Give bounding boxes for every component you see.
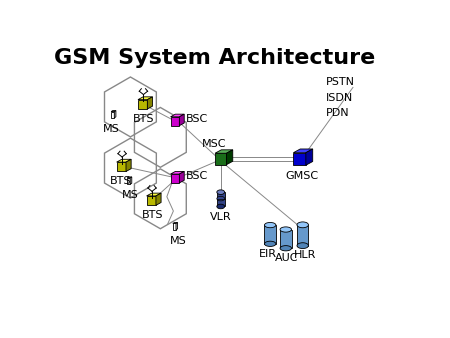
Ellipse shape bbox=[217, 196, 225, 201]
Polygon shape bbox=[306, 149, 313, 165]
Polygon shape bbox=[111, 112, 114, 118]
Ellipse shape bbox=[217, 190, 225, 194]
Polygon shape bbox=[147, 193, 161, 196]
Text: GMSC: GMSC bbox=[285, 171, 318, 182]
Polygon shape bbox=[226, 150, 233, 165]
Text: BSC: BSC bbox=[186, 171, 208, 182]
Ellipse shape bbox=[280, 246, 292, 251]
Polygon shape bbox=[114, 111, 116, 118]
Polygon shape bbox=[126, 159, 131, 171]
Text: GSM System Architecture: GSM System Architecture bbox=[54, 48, 376, 68]
Ellipse shape bbox=[297, 243, 308, 248]
Text: HLR: HLR bbox=[294, 250, 316, 260]
Polygon shape bbox=[147, 196, 156, 205]
Ellipse shape bbox=[217, 204, 225, 209]
Polygon shape bbox=[138, 97, 153, 100]
Polygon shape bbox=[176, 222, 178, 230]
Polygon shape bbox=[293, 153, 306, 165]
Polygon shape bbox=[217, 192, 225, 207]
Polygon shape bbox=[215, 150, 233, 153]
Text: MSC: MSC bbox=[202, 139, 226, 149]
Ellipse shape bbox=[297, 222, 308, 228]
Polygon shape bbox=[156, 193, 161, 205]
Polygon shape bbox=[171, 174, 180, 183]
Polygon shape bbox=[171, 114, 184, 117]
Text: BTS: BTS bbox=[142, 210, 163, 220]
Polygon shape bbox=[147, 97, 153, 109]
Polygon shape bbox=[215, 153, 226, 165]
Polygon shape bbox=[293, 149, 313, 153]
Text: PSTN: PSTN bbox=[326, 77, 355, 87]
Polygon shape bbox=[280, 230, 292, 248]
Polygon shape bbox=[297, 225, 308, 246]
Polygon shape bbox=[173, 222, 178, 223]
Polygon shape bbox=[171, 171, 184, 174]
Polygon shape bbox=[171, 117, 180, 126]
Ellipse shape bbox=[265, 241, 276, 246]
Polygon shape bbox=[127, 177, 132, 178]
Text: ISDN: ISDN bbox=[326, 93, 353, 103]
Text: BSC: BSC bbox=[186, 114, 208, 124]
Polygon shape bbox=[117, 162, 126, 171]
Text: VLR: VLR bbox=[210, 212, 232, 222]
Polygon shape bbox=[180, 114, 184, 126]
Polygon shape bbox=[130, 177, 132, 184]
Polygon shape bbox=[180, 171, 184, 183]
Text: MS: MS bbox=[122, 191, 138, 200]
Text: MS: MS bbox=[170, 236, 187, 246]
Polygon shape bbox=[117, 159, 131, 162]
Polygon shape bbox=[138, 100, 147, 109]
Polygon shape bbox=[111, 111, 116, 112]
Ellipse shape bbox=[280, 227, 292, 232]
Polygon shape bbox=[265, 225, 276, 244]
Text: BTS: BTS bbox=[110, 176, 131, 186]
Text: BTS: BTS bbox=[133, 114, 154, 124]
Text: MS: MS bbox=[103, 124, 120, 134]
Polygon shape bbox=[127, 178, 130, 184]
Ellipse shape bbox=[265, 222, 276, 228]
Text: EIR: EIR bbox=[259, 249, 277, 259]
Text: PDN: PDN bbox=[326, 108, 349, 118]
Text: AUC: AUC bbox=[274, 253, 298, 263]
Polygon shape bbox=[173, 223, 176, 230]
